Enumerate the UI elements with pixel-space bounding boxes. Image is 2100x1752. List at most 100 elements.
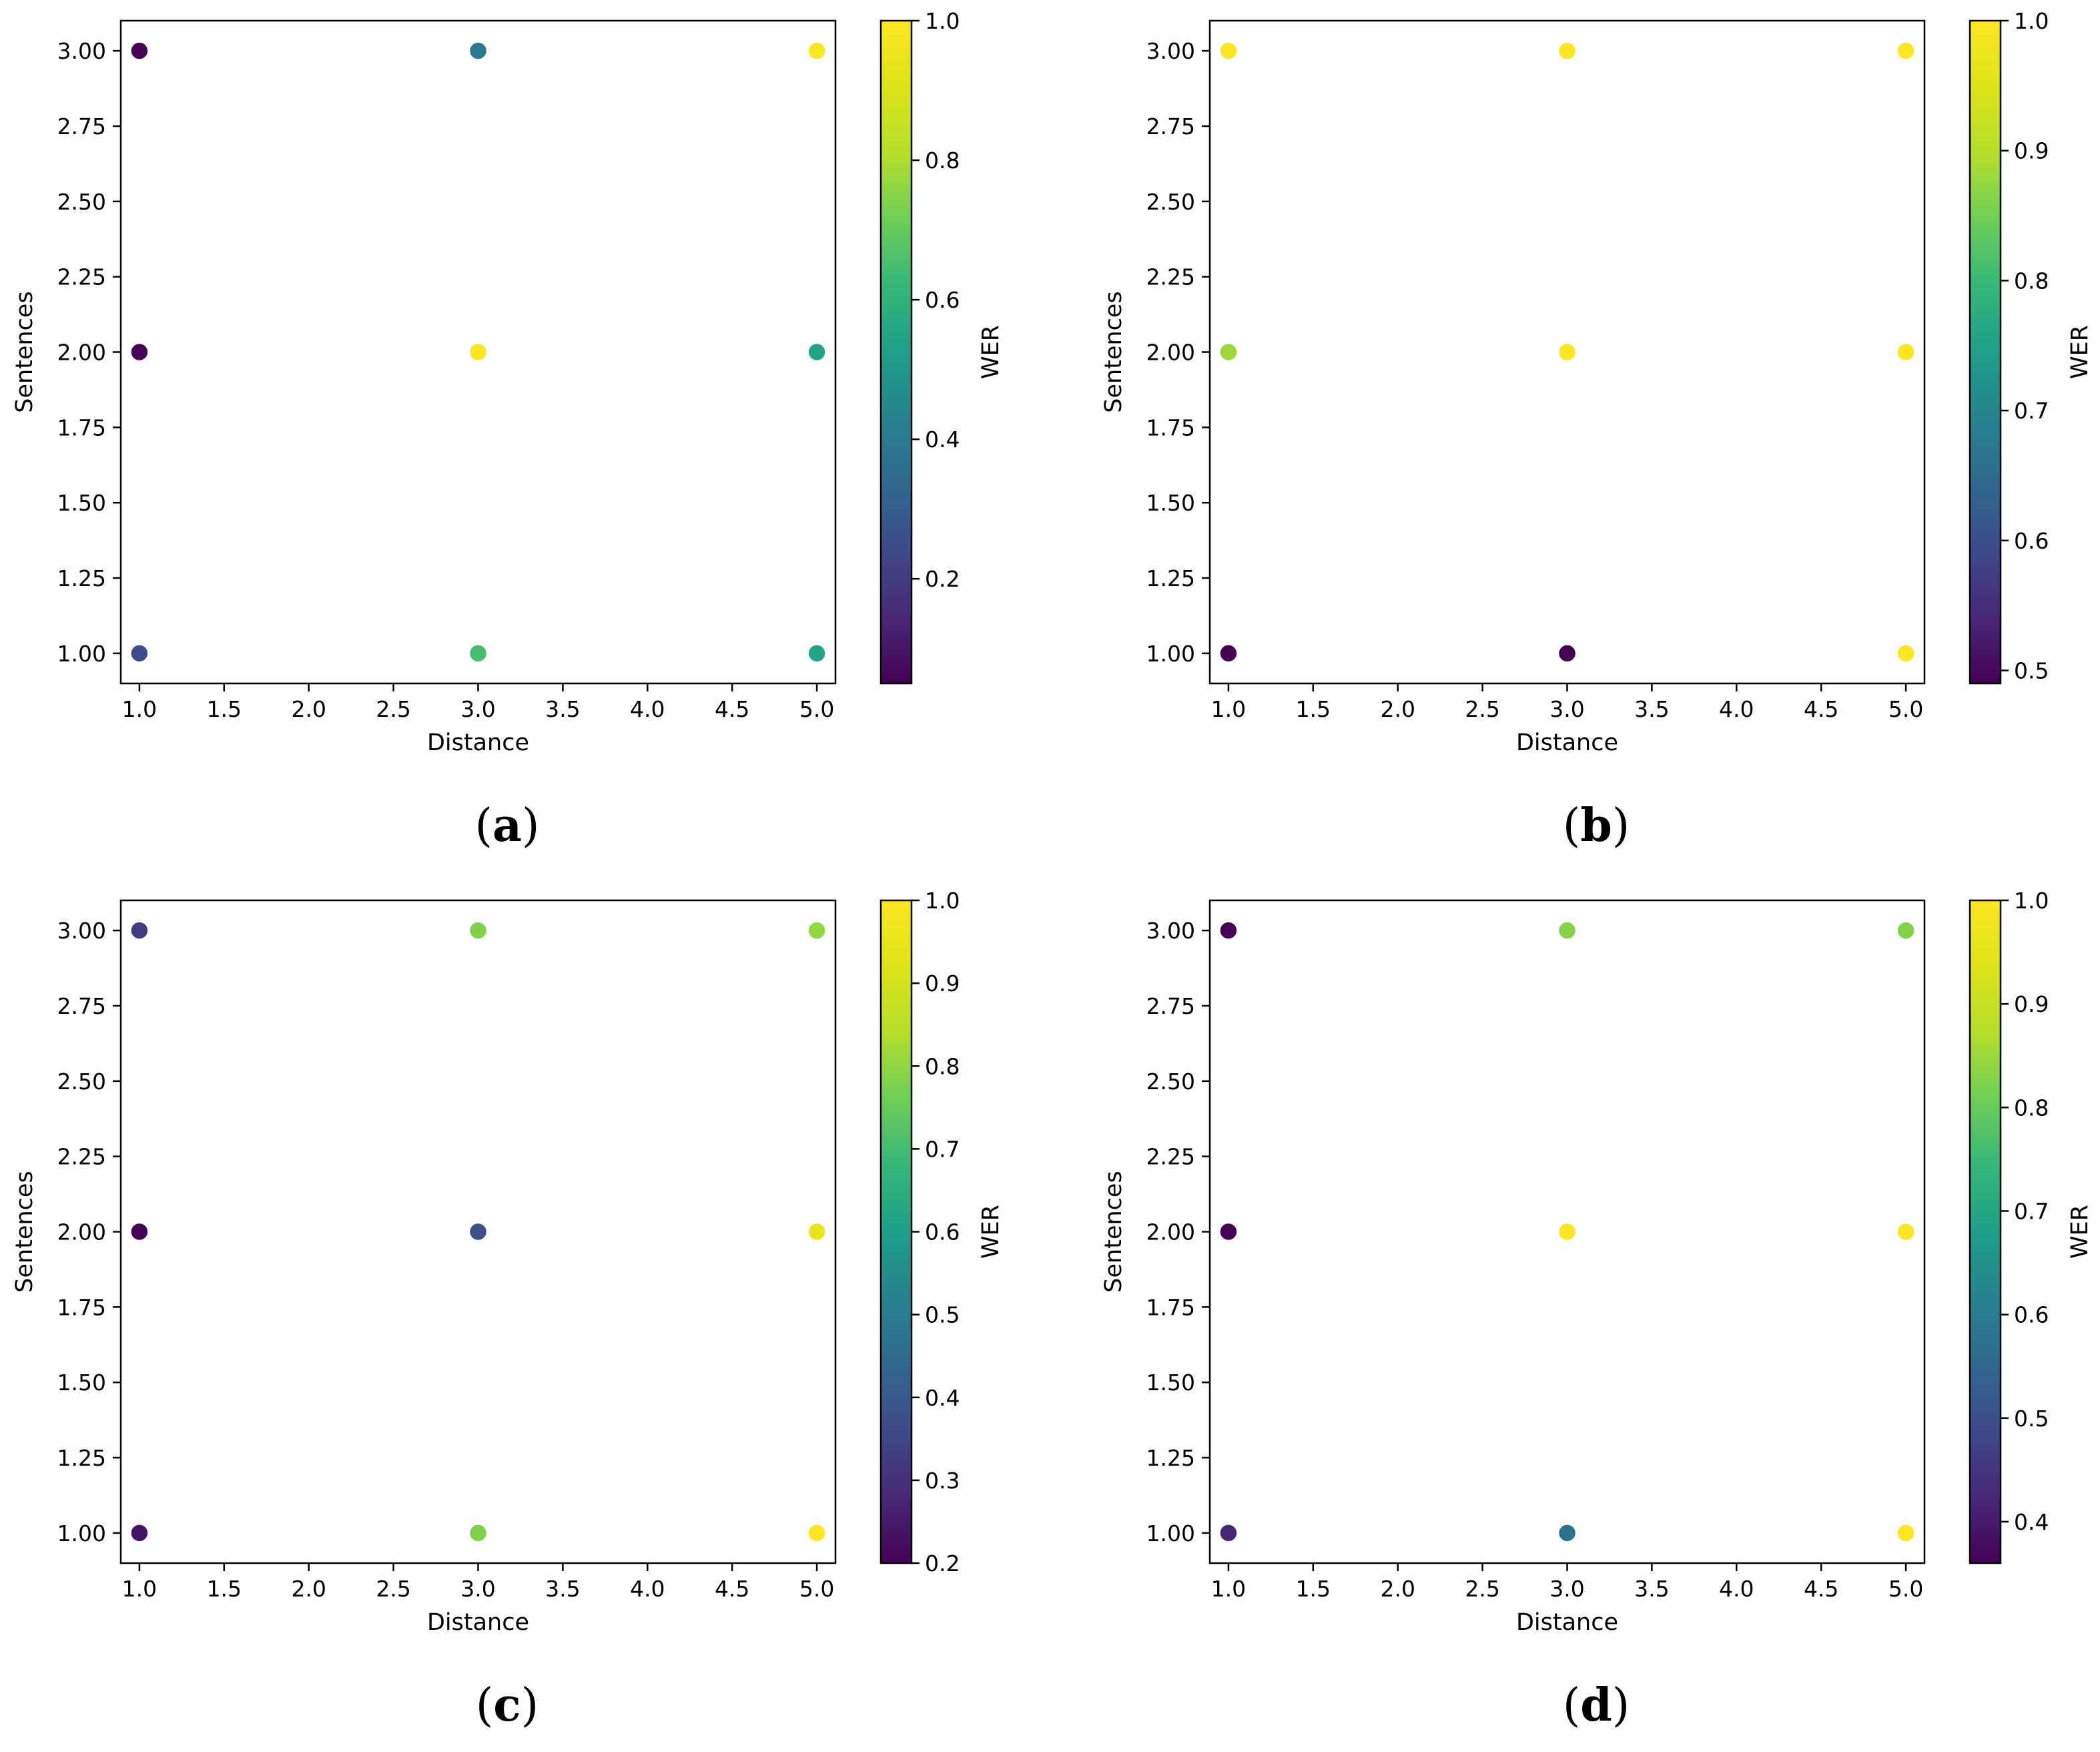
data-point [1557, 342, 1577, 362]
data-point [1896, 41, 1915, 60]
x-tick-label: 3.5 [545, 696, 580, 722]
colorbar-tick-label: 1.0 [925, 8, 960, 34]
y-tick-label: 2.00 [57, 340, 106, 366]
data-point [130, 1524, 149, 1542]
y-tick-label: 1.75 [1146, 414, 1195, 441]
y-tick-label: 1.50 [1146, 1370, 1195, 1396]
y-axis-label: Sentences [11, 291, 38, 412]
colorbar-tick-label: 0.4 [925, 426, 960, 453]
y-tick-label: 1.50 [57, 1370, 106, 1396]
data-point [1219, 342, 1238, 362]
colorbar-tick-label: 0.4 [2014, 1509, 2049, 1535]
data-point [1896, 921, 1915, 940]
y-tick-label: 1.25 [1146, 565, 1195, 591]
y-tick-label: 2.00 [1146, 340, 1195, 366]
colorbar-tick-label: 0.4 [925, 1385, 960, 1411]
y-tick-label: 1.00 [57, 641, 106, 667]
y-tick-label: 2.75 [57, 993, 106, 1019]
data-point [807, 644, 826, 663]
y-tick-label: 2.25 [1146, 264, 1195, 290]
data-point [1557, 1222, 1577, 1241]
colorbar-tick-label: 0.2 [925, 566, 960, 592]
x-tick-label: 4.5 [715, 1576, 749, 1602]
y-tick-label: 2.25 [1146, 1144, 1195, 1170]
x-tick-label: 3.5 [545, 1576, 580, 1602]
x-tick-label: 4.5 [715, 696, 749, 722]
data-point [1219, 41, 1238, 60]
colorbar-tick-label: 0.6 [925, 1219, 960, 1245]
colorbar-tick-label: 0.7 [925, 1136, 960, 1162]
y-tick-label: 3.00 [57, 918, 106, 944]
x-tick-label: 3.0 [460, 1576, 495, 1602]
x-axis-label: Distance [1516, 1609, 1618, 1636]
x-tick-label: 3.0 [460, 696, 495, 722]
x-tick-label: 2.0 [1380, 1576, 1415, 1602]
colorbar-label: WER [2067, 1205, 2093, 1259]
y-tick-label: 1.00 [1146, 641, 1195, 667]
colorbar [1969, 899, 2002, 1564]
x-tick-label: 5.0 [799, 1576, 834, 1602]
data-point [1219, 1524, 1238, 1542]
data-point [468, 41, 488, 60]
y-tick-label: 3.00 [1146, 918, 1195, 944]
colorbar-tick-label: 0.6 [2014, 528, 2049, 554]
data-point [468, 921, 488, 940]
colorbar-tick-label: 1.0 [2014, 8, 2049, 34]
x-tick-label: 2.5 [1465, 696, 1499, 722]
colorbar-tick-label: 0.5 [925, 1302, 960, 1328]
colorbar [880, 19, 913, 685]
y-tick-label: 2.50 [1146, 1069, 1195, 1095]
data-point [807, 342, 826, 362]
x-tick-label: 3.5 [1634, 1576, 1669, 1602]
colorbar-tick-label: 0.6 [2014, 1302, 2049, 1328]
y-tick-label: 3.00 [57, 38, 106, 64]
x-tick-label: 1.0 [122, 696, 157, 722]
x-tick-label: 2.5 [1465, 1576, 1499, 1602]
y-tick-label: 1.00 [57, 1520, 106, 1546]
y-axis-label: Sentences [1100, 1171, 1127, 1292]
x-axis-label: Distance [427, 729, 529, 756]
x-tick-label: 1.5 [207, 696, 242, 722]
data-point [807, 41, 826, 60]
y-tick-label: 2.75 [1146, 113, 1195, 139]
colorbar-tick-label: 0.9 [2014, 138, 2049, 164]
data-point [130, 644, 149, 663]
x-tick-label: 5.0 [799, 696, 834, 722]
data-point [1219, 1222, 1238, 1241]
colorbar-tick-label: 0.6 [925, 287, 960, 313]
y-tick-label: 1.25 [57, 565, 106, 591]
chart-panel-c: 1.0 1.5 2.0 2.5 3.0 3.5 4.0 4.5 5.0 1.00 1.25 1.50 1… [11, 888, 1004, 1732]
colorbar-tick-label: 0.8 [925, 148, 960, 174]
y-tick-label: 2.75 [1146, 993, 1195, 1019]
y-tick-label: 1.50 [57, 490, 106, 516]
colorbar-label: WER [978, 1205, 1004, 1259]
chart-panel-a: 1.0 1.5 2.0 2.5 3.0 3.5 4.0 4.5 5.0 1.00 1.25 1.50 1… [11, 8, 1004, 852]
y-tick-label: 1.00 [1146, 1520, 1195, 1546]
y-tick-label: 3.00 [1146, 38, 1195, 64]
data-point [807, 1524, 826, 1542]
data-point [1557, 41, 1577, 60]
x-tick-label: 5.0 [1888, 1576, 1923, 1602]
y-tick-label: 2.50 [57, 1069, 106, 1095]
x-tick-label: 2.5 [376, 1576, 410, 1602]
data-point [1896, 644, 1915, 663]
data-point [130, 1222, 149, 1241]
data-point [1896, 1222, 1915, 1241]
x-tick-label: 3.5 [1634, 696, 1669, 722]
data-point [1557, 644, 1577, 663]
panel-caption: (c) [476, 1679, 539, 1732]
data-point [130, 921, 149, 940]
y-tick-label: 2.00 [57, 1219, 106, 1245]
y-tick-label: 2.50 [1146, 189, 1195, 215]
data-point [468, 644, 488, 663]
colorbar-tick-label: 0.8 [2014, 1095, 2049, 1121]
x-tick-label: 1.5 [1296, 696, 1331, 722]
y-tick-label: 2.00 [1146, 1219, 1195, 1245]
x-tick-label: 2.5 [376, 696, 410, 722]
data-point [807, 1222, 826, 1241]
y-tick-label: 1.75 [57, 1294, 106, 1320]
colorbar-tick-label: 1.0 [925, 888, 960, 914]
colorbar-tick-label: 1.0 [2014, 888, 2049, 914]
